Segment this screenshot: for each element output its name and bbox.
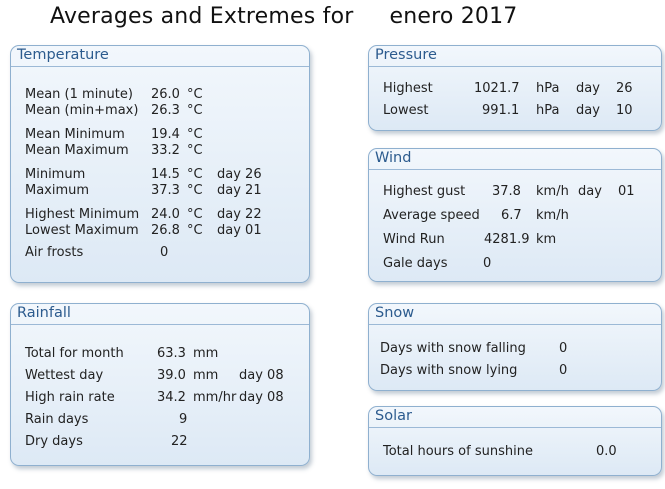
solar-panel: Solar Total hours of sunshine 0.0 <box>368 406 662 476</box>
wind-label-wind-run: Wind Run <box>383 232 445 247</box>
temperature-panel: Temperature Mean (1 minute) 26.0 °C Mean… <box>10 45 310 283</box>
temp-value-mean-minmax: 26.3 <box>151 103 180 118</box>
temp-label-minimum: Minimum <box>25 167 86 182</box>
rainfall-header: Rainfall <box>11 304 309 325</box>
snow-heading: Snow <box>375 305 415 321</box>
rain-value-dry-days: 22 <box>171 434 188 449</box>
rain-unit-total: mm <box>193 346 219 361</box>
rainfall-panel: Rainfall Total for month 63.3 mm Wettest… <box>10 303 310 466</box>
solar-heading: Solar <box>375 408 412 424</box>
temp-value-minimum: 14.5 <box>151 167 180 182</box>
pressure-dayword-highest: day <box>576 81 600 96</box>
pressure-day-lowest: 10 <box>616 103 633 118</box>
temp-day-maximum: day 21 <box>217 183 262 198</box>
rain-day-wettest: day 08 <box>239 368 284 383</box>
temp-unit-maximum: °C <box>187 183 203 198</box>
wind-value-highest-gust: 37.8 <box>492 184 521 199</box>
rainfall-heading: Rainfall <box>17 305 71 321</box>
temp-value-mean-1min: 26.0 <box>151 87 180 102</box>
wind-unit-wind-run: km <box>536 232 557 247</box>
rain-day-high-rate: day 08 <box>239 390 284 405</box>
pressure-value-highest: 1021.7 <box>474 81 520 96</box>
page-title: Averages and Extremes for enero 2017 <box>50 4 518 29</box>
temp-label-lowest-maximum: Lowest Maximum <box>25 223 139 238</box>
rain-label-high-rate: High rain rate <box>25 390 115 405</box>
solar-header: Solar <box>369 407 661 428</box>
temp-unit-mean-minmax: °C <box>187 103 203 118</box>
rain-value-rain-days: 9 <box>179 412 188 427</box>
wind-label-highest-gust: Highest gust <box>383 184 466 199</box>
solar-value-sunshine: 0.0 <box>596 444 617 459</box>
wind-label-gale-days: Gale days <box>383 256 448 271</box>
temp-day-minimum: day 26 <box>217 167 262 182</box>
title-prefix: Averages and Extremes for <box>50 4 354 29</box>
wind-value-average-speed: 6.7 <box>501 208 522 223</box>
temp-label-air-frosts: Air frosts <box>25 245 84 260</box>
wind-heading: Wind <box>375 150 412 166</box>
pressure-day-highest: 26 <box>616 81 633 96</box>
wind-unit-highest-gust: km/h <box>536 184 569 199</box>
temperature-header: Temperature <box>11 46 309 67</box>
rain-label-total: Total for month <box>25 346 124 361</box>
pressure-label-highest: Highest <box>383 81 433 96</box>
temp-label-maximum: Maximum <box>25 183 90 198</box>
wind-label-average-speed: Average speed <box>383 208 480 223</box>
rain-label-dry-days: Dry days <box>25 434 83 449</box>
temp-day-lowest-maximum: day 01 <box>217 223 262 238</box>
pressure-unit-lowest: hPa <box>536 103 560 118</box>
snow-value-falling: 0 <box>559 341 568 356</box>
wind-panel: Wind Highest gust 37.8 km/h day 01 Avera… <box>368 148 662 282</box>
pressure-heading: Pressure <box>375 47 437 63</box>
rain-label-wettest: Wettest day <box>25 368 104 383</box>
rain-value-high-rate: 34.2 <box>157 390 186 405</box>
temp-unit-mean-1min: °C <box>187 87 203 102</box>
rain-value-total: 63.3 <box>157 346 186 361</box>
wind-header: Wind <box>369 149 661 170</box>
wind-dayword-highest-gust: day <box>578 184 602 199</box>
wind-value-wind-run: 4281.9 <box>484 232 530 247</box>
temp-unit-minimum: °C <box>187 167 203 182</box>
pressure-value-lowest: 991.1 <box>482 103 520 118</box>
wind-day-highest-gust: 01 <box>618 184 635 199</box>
wind-unit-average-speed: km/h <box>536 208 569 223</box>
temp-value-highest-minimum: 24.0 <box>151 207 180 222</box>
temp-value-lowest-maximum: 26.8 <box>151 223 180 238</box>
wind-value-gale-days: 0 <box>483 256 492 271</box>
temp-label-mean-minimum: Mean Minimum <box>25 127 125 142</box>
temp-label-highest-minimum: Highest Minimum <box>25 207 140 222</box>
temp-unit-mean-maximum: °C <box>187 143 203 158</box>
snow-header: Snow <box>369 304 661 325</box>
temp-label-mean-minmax: Mean (min+max) <box>25 103 139 118</box>
temp-value-mean-minimum: 19.4 <box>151 127 180 142</box>
snow-value-lying: 0 <box>559 363 568 378</box>
pressure-label-lowest: Lowest <box>383 103 429 118</box>
temp-value-air-frosts: 0 <box>160 245 169 260</box>
temp-label-mean-maximum: Mean Maximum <box>25 143 129 158</box>
temp-value-mean-maximum: 33.2 <box>151 143 180 158</box>
temp-day-highest-minimum: day 22 <box>217 207 262 222</box>
title-period: enero 2017 <box>389 4 518 29</box>
pressure-dayword-lowest: day <box>576 103 600 118</box>
solar-label-sunshine: Total hours of sunshine <box>383 444 533 459</box>
rain-unit-high-rate: mm/hr <box>193 390 237 405</box>
snow-panel: Snow Days with snow falling 0 Days with … <box>368 303 662 391</box>
snow-label-falling: Days with snow falling <box>380 341 526 356</box>
pressure-unit-highest: hPa <box>536 81 560 96</box>
rain-value-wettest: 39.0 <box>157 368 186 383</box>
snow-label-lying: Days with snow lying <box>380 363 518 378</box>
rain-unit-wettest: mm <box>193 368 219 383</box>
temp-value-maximum: 37.3 <box>151 183 180 198</box>
temp-unit-lowest-maximum: °C <box>187 223 203 238</box>
pressure-header: Pressure <box>369 46 661 67</box>
pressure-panel: Pressure Highest 1021.7 hPa day 26 Lowes… <box>368 45 662 131</box>
temp-unit-mean-minimum: °C <box>187 127 203 142</box>
temp-label-mean-1min: Mean (1 minute) <box>25 87 133 102</box>
rain-label-rain-days: Rain days <box>25 412 89 427</box>
temperature-heading: Temperature <box>17 47 109 63</box>
temp-unit-highest-minimum: °C <box>187 207 203 222</box>
